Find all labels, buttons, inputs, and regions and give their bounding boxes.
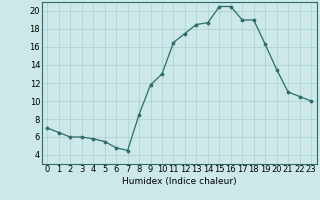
X-axis label: Humidex (Indice chaleur): Humidex (Indice chaleur)	[122, 177, 236, 186]
